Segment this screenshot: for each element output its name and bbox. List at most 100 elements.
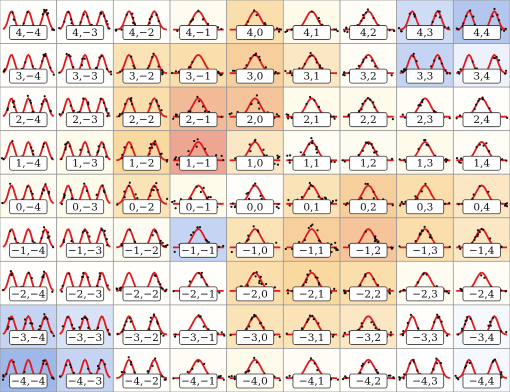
data-point [2,158,5,161]
cell-label-box [9,112,48,128]
cell-label: −3,0 [242,332,268,344]
data-point [68,145,71,148]
data-point [275,241,278,244]
data-point [201,105,205,108]
data-point [245,327,248,330]
cell-label-box [179,286,218,302]
data-point [308,314,312,317]
cell-label: −1,2 [356,245,382,257]
data-point [311,223,314,226]
data-point [288,159,291,162]
heatmap-cell: −1,−3 [56,217,114,262]
heatmap-cell: 1,−3 [56,130,114,175]
data-point [52,246,55,249]
data-point [244,371,247,374]
data-point [166,243,169,247]
data-point [254,138,257,141]
data-point [342,73,345,76]
data-point [161,241,164,244]
cell-label: 0,−4 [16,201,42,213]
data-point [198,272,201,275]
cell-label: 4,1 [303,27,320,39]
data-point [251,316,254,319]
data-point [174,70,178,73]
data-point [40,237,43,240]
data-point [172,377,175,380]
data-point [14,237,17,240]
data-point [500,373,503,376]
data-point [9,182,12,185]
data-point [27,271,30,274]
data-point [45,8,48,12]
cell-label-box [179,199,218,215]
data-point [259,275,262,278]
data-point [503,29,506,32]
data-point [432,367,435,370]
data-point [361,102,364,105]
cell-label: −3,−4 [11,332,46,344]
data-point [489,324,492,327]
data-point [154,357,157,360]
data-point [466,361,469,364]
data-point [86,318,89,321]
cell-label: 3,4 [473,71,490,83]
cell-label-box [65,330,105,345]
data-point [390,246,393,249]
data-point [157,65,160,68]
data-point [197,314,200,317]
data-point [42,359,45,362]
heatmap-cell: −2,3 [396,260,454,306]
cell-label: 2,1 [303,114,320,126]
data-point [218,291,221,294]
heatmap-cell: −4,4 [452,348,510,392]
cell-label-box [179,25,218,40]
data-point [391,118,394,121]
heatmap-cell: 2,2 [339,86,398,132]
cell-label: −1,3 [412,245,438,257]
data-point [312,318,315,321]
data-point [150,188,153,191]
cell-label-box [292,242,331,258]
data-point [504,69,508,72]
data-point [317,195,320,198]
heatmap-cell: 2,−4 [0,86,58,132]
data-point [376,283,379,287]
data-point [276,72,279,75]
data-point [506,116,509,119]
data-point [60,202,64,206]
data-point [455,376,458,379]
cell-label: 1,0 [247,158,264,170]
data-point [436,10,440,13]
data-point [69,18,73,21]
data-point [12,360,15,364]
data-point [476,235,479,238]
data-point [100,55,103,58]
data-point [148,17,151,21]
data-point [258,279,261,283]
data-point [222,333,225,336]
data-point [288,204,291,207]
heatmap-cell: 3,2 [339,43,398,88]
data-point [161,375,164,378]
cell-label-box [65,242,105,258]
data-point [260,197,263,200]
data-point [458,245,461,248]
data-point [318,66,321,69]
data-point [458,72,461,75]
data-point [233,375,236,378]
data-point [63,194,66,197]
heatmap-cell: 0,2 [339,173,398,219]
data-point [107,27,110,30]
data-point [2,374,5,377]
data-point [26,185,29,188]
data-point [444,69,447,72]
data-point [317,322,320,325]
heatmap-cell: 1,2 [339,130,398,175]
data-point [233,69,236,72]
cell-label: −4,−1 [181,376,215,388]
data-point [51,28,54,31]
data-point [367,142,370,145]
data-point [96,326,100,329]
data-point [70,22,73,25]
data-point [52,28,56,32]
